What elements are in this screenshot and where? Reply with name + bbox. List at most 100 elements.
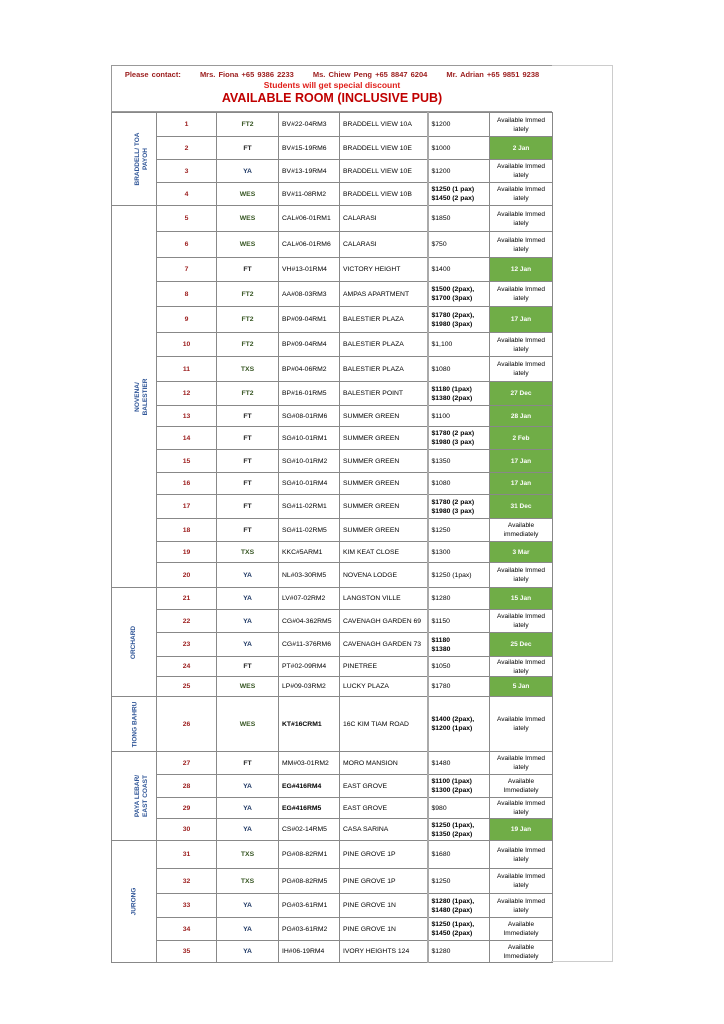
property-name: EAST GROVE bbox=[339, 774, 428, 798]
row-number: 30 bbox=[156, 818, 217, 841]
room-listing-sheet: Please contact: Mrs. Fiona +65 9386 2233… bbox=[111, 65, 613, 963]
room-code: VH#13-01RM4 bbox=[278, 257, 340, 282]
row-number: 17 bbox=[156, 494, 217, 519]
price-line: $1450 (2pax) bbox=[431, 930, 473, 937]
row-number: 6 bbox=[156, 231, 217, 258]
price-line: $1980 (3 pax) bbox=[431, 507, 475, 515]
room-code: CG#11-376RM6 bbox=[278, 632, 340, 657]
price-line: $1780 (2 pax) bbox=[431, 498, 475, 506]
room-type: FT bbox=[216, 136, 279, 160]
price-line: $1180 bbox=[431, 636, 451, 644]
table-row: 2 FT BV#15-19RM6 BRADDELL VIEW 10E $1000 2 Ja… bbox=[112, 136, 553, 160]
table-row: 15 FT SG#10-01RM2 SUMMER GREEN $1350 17 Jan bbox=[112, 449, 553, 473]
price-cell: $1000 bbox=[426, 136, 490, 160]
available-date: 2 Jan bbox=[489, 136, 553, 160]
price-line: $1480 (2pax) bbox=[431, 906, 473, 914]
table-row: 4 WES BV#11-08RM2 BRADDELL VIEW 10B $1250 (1… bbox=[112, 182, 553, 206]
price-line: $1780 bbox=[431, 683, 451, 690]
room-type: WES bbox=[216, 696, 279, 752]
room-type: TXS bbox=[216, 840, 279, 869]
availability-status: Available Immed iately bbox=[489, 562, 553, 588]
price-line: $1280 bbox=[431, 595, 451, 602]
price-line: $1980 (3 pax) bbox=[431, 439, 475, 446]
availability-status: Available Immed iately bbox=[489, 609, 553, 633]
price-cell: $1300 bbox=[426, 541, 490, 563]
row-number: 2 bbox=[156, 136, 217, 160]
property-name: SUMMER GREEN bbox=[339, 494, 428, 519]
property-name: BALESTIER PLAZA bbox=[339, 332, 428, 357]
price-cell: $1250 (1pax) bbox=[426, 562, 490, 588]
price-cell: $1180 $1380 bbox=[426, 632, 490, 657]
price-line: $1250 (1 pax) bbox=[431, 186, 475, 193]
table-row: JURONG 31 TXS PG#08-82RM1 PINE GROVE 1P $1680… bbox=[111, 840, 553, 963]
price-cell: $1080 bbox=[426, 472, 490, 495]
availability-status: Available Immed iately bbox=[489, 112, 553, 137]
price-line: $1380 (2pax) bbox=[431, 394, 473, 402]
room-code: CAL#06-01RM6 bbox=[278, 231, 340, 258]
room-type: YA bbox=[216, 774, 279, 798]
price-cell: $1400 (2pax), $1200 (1pax) bbox=[426, 696, 490, 752]
room-type: YA bbox=[216, 917, 279, 941]
property-name: BALESTIER POINT bbox=[339, 381, 428, 406]
availability-status: Available Immed iately bbox=[489, 868, 553, 894]
room-type: FT2 bbox=[216, 381, 279, 406]
room-type: FT bbox=[216, 751, 279, 775]
price-line: $1250 bbox=[431, 526, 451, 534]
row-number: 3 bbox=[156, 159, 217, 183]
row-number: 34 bbox=[156, 917, 217, 941]
property-name: SUMMER GREEN bbox=[339, 426, 428, 450]
table-row: 3 YA BV#13-19RM4 BRADDELL VIEW 10E $1200 Avai… bbox=[112, 159, 553, 183]
property-name: BALESTIER PLAZA bbox=[339, 306, 428, 333]
row-number: 29 bbox=[156, 797, 217, 819]
room-code: SG#11-02RM5 bbox=[278, 518, 340, 542]
price-cell: $1100 bbox=[426, 405, 490, 427]
discount-note: Students will get special discount bbox=[263, 80, 401, 90]
price-cell: $1350 bbox=[426, 449, 490, 473]
room-code: SG#11-02RM1 bbox=[278, 494, 340, 519]
price-line: $1250 bbox=[431, 877, 451, 885]
property-name: SUMMER GREEN bbox=[339, 518, 428, 542]
price-cell: $1080 bbox=[426, 356, 490, 382]
price-line: $1200 (1pax) bbox=[431, 725, 473, 732]
row-number: 21 bbox=[156, 587, 217, 610]
price-line: $1080 bbox=[431, 480, 451, 487]
region-cell: NOVENA/ BALESTIER bbox=[111, 205, 157, 588]
room-type: YA bbox=[216, 818, 279, 841]
price-line: $1050 bbox=[431, 663, 451, 670]
available-date: 17 Jan bbox=[489, 449, 553, 473]
price-cell: $1850 bbox=[426, 205, 490, 232]
price-line: $1300 (2pax) bbox=[431, 787, 473, 794]
room-code: NL#03-30RM5 bbox=[278, 562, 340, 588]
available-date: 2 Feb bbox=[489, 426, 553, 450]
room-code: BV#13-19RM4 bbox=[278, 159, 340, 183]
row-number: 28 bbox=[156, 774, 217, 798]
property-name: PINE GROVE 1P bbox=[339, 868, 428, 894]
row-number: 7 bbox=[156, 257, 217, 282]
table-row: 8 FT2 AA#08-03RM3 AMPAS APARTMENT $1500 (2pa… bbox=[112, 281, 553, 307]
rooms-table: BRADDELL/ TOA PAYOH 1 FT2 BV#22-04RM3 BRADDE… bbox=[111, 112, 553, 963]
available-date: 3 Mar bbox=[489, 541, 553, 563]
price-cell: $1480 bbox=[426, 751, 490, 775]
property-name: PINE GROVE 1N bbox=[339, 893, 428, 918]
available-date: 27 Dec bbox=[489, 381, 553, 406]
room-code: SG#10-01RM2 bbox=[278, 449, 340, 473]
price-line: $1250 (1pax), bbox=[431, 821, 475, 829]
price-line: $1280 (1pax), bbox=[431, 897, 475, 905]
price-line: $1680 bbox=[431, 851, 451, 858]
table-row: 19 TXS KKC#5ARM1 KIM KEAT CLOSE $1300 3 Mar bbox=[112, 541, 553, 563]
row-number: 31 bbox=[156, 840, 217, 869]
row-number: 23 bbox=[156, 632, 217, 657]
room-type: FT bbox=[216, 426, 279, 450]
availability-status: Available Immediately bbox=[489, 774, 553, 798]
property-name: BRADDELL VIEW 10E bbox=[339, 136, 428, 160]
room-code: PT#02-09RM4 bbox=[278, 656, 340, 677]
table-row: ORCHARD 21 YA LV#07-02RM2 LANGSTON VILLE $128… bbox=[111, 587, 553, 697]
table-row: PAYA LEBAR/ EAST COAST 27 FT MM#03-01RM2 MOR… bbox=[111, 751, 553, 841]
property-name: CAVENAGH GARDEN 69 bbox=[339, 609, 428, 633]
table-row: 12 FT2 BP#16-01RM5 BALESTIER POINT $1180 (1p… bbox=[112, 381, 553, 406]
property-name: BRADDELL VIEW 10E bbox=[339, 159, 428, 183]
price-cell: $1050 bbox=[426, 656, 490, 677]
row-number: 33 bbox=[156, 893, 217, 918]
room-type: FT2 bbox=[216, 112, 279, 137]
price-line: $1980 (3pax) bbox=[431, 320, 473, 328]
